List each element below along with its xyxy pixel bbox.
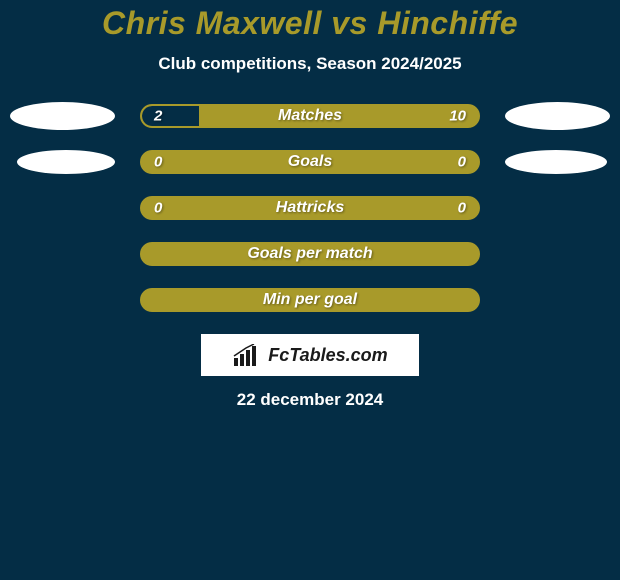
- logo-content: FcTables.com: [232, 344, 387, 366]
- stat-row: 0 Goals 0: [0, 150, 620, 174]
- stat-value-right: 0: [458, 154, 466, 171]
- footer-date: 22 december 2024: [0, 390, 620, 410]
- bars-icon: [232, 344, 264, 366]
- stat-bar: 0 Goals 0: [140, 150, 480, 174]
- comparison-container: Chris Maxwell vs Hinchiffe Club competit…: [0, 0, 620, 580]
- logo-prefix: Fc: [268, 345, 289, 365]
- stat-row: Goals per match: [0, 242, 620, 266]
- stat-value-left: 0: [154, 200, 162, 217]
- page-title: Chris Maxwell vs Hinchiffe: [0, 5, 620, 42]
- stat-label: Goals per match: [247, 245, 372, 263]
- stats-rows: 2 Matches 10 0 Goals 0 0 Hattricks 0 Goals per ma…: [0, 104, 620, 312]
- stat-value-left: 0: [154, 154, 162, 171]
- player-right-ellipse: [505, 102, 610, 130]
- stat-label: Goals: [288, 153, 332, 171]
- stat-label: Matches: [278, 107, 342, 125]
- stat-bar: Goals per match: [140, 242, 480, 266]
- stat-row: 0 Hattricks 0: [0, 196, 620, 220]
- logo-suffix: Tables.com: [289, 345, 387, 365]
- player-left-ellipse: [10, 102, 115, 130]
- stat-bar: Min per goal: [140, 288, 480, 312]
- logo-text: FcTables.com: [268, 345, 387, 366]
- stat-bar: 0 Hattricks 0: [140, 196, 480, 220]
- stat-value-right: 10: [449, 108, 466, 125]
- player-right-ellipse: [505, 150, 607, 174]
- stat-row: 2 Matches 10: [0, 104, 620, 128]
- logo-box: FcTables.com: [201, 334, 419, 376]
- player-left-ellipse: [17, 150, 115, 174]
- stat-label: Hattricks: [276, 199, 344, 217]
- stat-row: Min per goal: [0, 288, 620, 312]
- stat-bar: 2 Matches 10: [140, 104, 480, 128]
- stat-fill-left: [142, 106, 199, 126]
- stat-label: Min per goal: [263, 291, 357, 309]
- page-subtitle: Club competitions, Season 2024/2025: [0, 54, 620, 74]
- stat-value-right: 0: [458, 200, 466, 217]
- stat-value-left: 2: [154, 108, 162, 125]
